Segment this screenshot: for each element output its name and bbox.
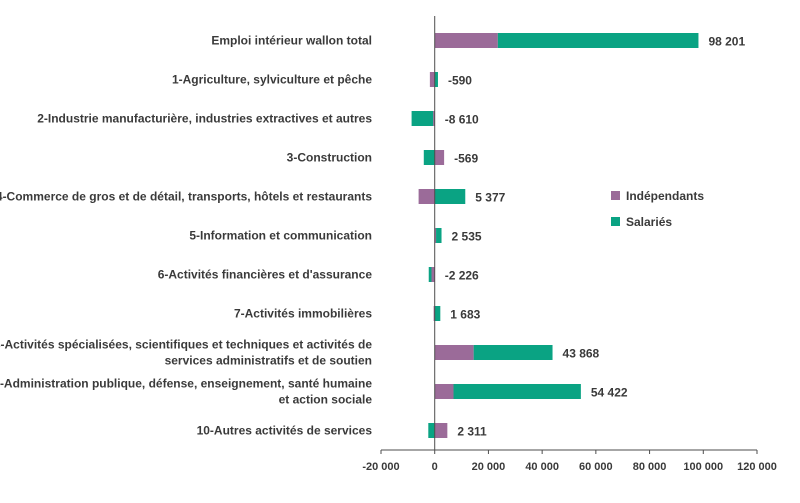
category-label: 6-Activités financières et d'assurance <box>158 268 373 282</box>
category-label-line: 1-Agriculture, sylviculture et pêche <box>172 73 372 87</box>
legend-swatch <box>611 217 620 226</box>
data-label: 5 377 <box>475 191 505 205</box>
bar-independants <box>434 384 454 399</box>
category-labels: Emploi intérieur wallon total 1-Agricultu… <box>0 34 372 438</box>
bar-independants <box>431 267 435 282</box>
x-tick-label: 100 000 <box>683 461 723 473</box>
bar-independants <box>418 189 435 204</box>
category-label: 1-Agriculture, sylviculture et pêche <box>172 73 372 87</box>
category-label-line: 10-Autres activités de services <box>197 424 373 438</box>
category-label: 3-Construction <box>287 151 372 165</box>
data-label: -590 <box>448 74 472 88</box>
category-label: Emploi intérieur wallon total <box>211 34 372 48</box>
bar-salaries <box>453 384 581 399</box>
data-labels: 98 201 -590 -8 610 -569 5 377 2 535 -2 226 1 68… <box>445 35 746 439</box>
x-tick-label: 120 000 <box>737 461 777 473</box>
bar-independants <box>434 228 437 243</box>
data-label: -8 610 <box>445 113 479 127</box>
bar-salaries <box>497 33 699 48</box>
x-tick-label: 20 000 <box>472 461 506 473</box>
category-label-line: et action sociale <box>279 393 373 407</box>
category-label: 5-Information et communication <box>189 229 372 243</box>
data-label: 1 683 <box>450 308 480 322</box>
bar-independants <box>433 306 435 321</box>
category-label: 4-Commerce de gros et de détail, transpo… <box>0 190 372 204</box>
bar-salaries <box>428 423 435 438</box>
category-label-line: 3-Construction <box>287 151 372 165</box>
x-tick-label: 40 000 <box>525 461 559 473</box>
bar-independants <box>434 33 498 48</box>
legend-swatch <box>611 191 620 200</box>
data-label: 54 422 <box>591 386 628 400</box>
category-label: 8-Activités spécialisées, scientifiques … <box>0 338 372 368</box>
bar-independants <box>434 423 448 438</box>
bar-salaries <box>428 267 432 282</box>
bar-salaries <box>423 150 435 165</box>
category-label-line: Emploi intérieur wallon total <box>211 34 372 48</box>
bar-independants <box>429 72 435 87</box>
data-label: 43 868 <box>563 347 600 361</box>
x-tick-label: 60 000 <box>579 461 613 473</box>
bar-salaries <box>434 306 441 321</box>
data-label: -569 <box>454 152 478 166</box>
category-label-line: 6-Activités financières et d'assurance <box>158 268 373 282</box>
x-axis: -20 000 0 20 000 40 000 60 000 80 000 100 000 1… <box>362 16 777 473</box>
bar-salaries <box>434 189 466 204</box>
bar-independants <box>434 150 445 165</box>
category-label-line: 7-Activités immobilières <box>234 307 372 321</box>
legend: Indépendants Salariés <box>611 189 704 229</box>
bars <box>411 33 699 438</box>
category-label: 2-Industrie manufacturière, industries e… <box>37 112 372 126</box>
legend-label: Indépendants <box>626 189 704 203</box>
bar-salaries <box>473 345 553 360</box>
x-tick-label: 0 <box>432 461 438 473</box>
bar-salaries <box>411 111 434 126</box>
bar-salaries <box>436 228 442 243</box>
data-label: -2 226 <box>445 269 479 283</box>
data-label: 98 201 <box>708 35 745 49</box>
x-tick-label: -20 000 <box>362 461 399 473</box>
category-label: 10-Autres activités de services <box>197 424 373 438</box>
x-tick-label: 80 000 <box>633 461 667 473</box>
category-label-line: 2-Industrie manufacturière, industries e… <box>37 112 372 126</box>
category-label-line: 9-Administration publique, défense, ense… <box>0 377 372 391</box>
legend-label: Salariés <box>626 215 672 229</box>
bar-independants <box>434 345 474 360</box>
data-label: 2 535 <box>452 230 482 244</box>
category-label-line: 5-Information et communication <box>189 229 372 243</box>
category-label-line: services administratifs et de soutien <box>165 354 372 368</box>
category-label-line: 8-Activités spécialisées, scientifiques … <box>0 338 372 352</box>
category-label-line: 4-Commerce de gros et de détail, transpo… <box>0 190 372 204</box>
category-label: 9-Administration publique, défense, ense… <box>0 377 372 407</box>
category-label: 7-Activités immobilières <box>234 307 372 321</box>
bar-independants <box>433 111 435 126</box>
bar-salaries <box>434 72 438 87</box>
data-label: 2 311 <box>457 425 487 439</box>
